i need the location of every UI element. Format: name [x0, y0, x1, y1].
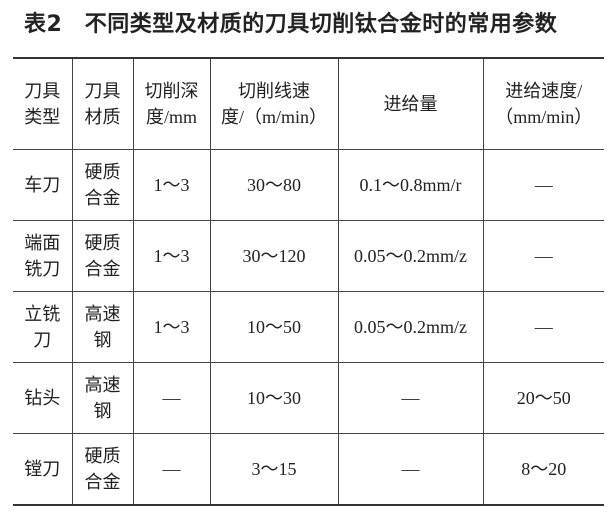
table-row: 镗刀 硬质 合金 —3～15—8～20	[13, 433, 604, 505]
column-header: 刀具 材质	[71, 58, 133, 150]
table-cell: 端面 铣刀	[13, 220, 72, 292]
table-cell: 1～3	[132, 149, 210, 221]
cell-text: 3～15	[251, 459, 297, 479]
table-cell: 10～50	[209, 291, 338, 363]
table-cell: 高速钢	[71, 362, 133, 434]
cell-text: 刀	[33, 330, 52, 350]
cell-text: —	[534, 175, 553, 195]
column-header: 切削线速度/（m/min）	[209, 58, 338, 150]
table-cell: 0.05～0.2mm/z	[337, 220, 483, 292]
cell-text: 度/mm	[145, 107, 197, 127]
table-title: 表2 不同类型及材质的刀具切削钛合金时的常用参数	[24, 12, 558, 37]
table-cell: 30～120	[209, 220, 338, 292]
cell-text: 铣刀	[24, 259, 61, 279]
table-cell: 30～80	[209, 149, 338, 221]
cell-text: —	[534, 317, 553, 337]
cell-text: 0.05～0.2mm/z	[354, 246, 467, 266]
table-cell: 钻头	[13, 362, 72, 434]
cell-text: —	[401, 459, 420, 479]
cell-text: —	[162, 459, 181, 479]
table-cell: —	[337, 433, 483, 505]
cell-text: 10～30	[247, 388, 301, 408]
cell-text: 硬质	[84, 233, 121, 253]
table-cell: —	[337, 362, 483, 434]
table-cell: —	[132, 362, 210, 434]
table-cell: 1～3	[132, 220, 210, 292]
cell-text: 切削线速	[238, 81, 310, 101]
cell-text: 8～20	[521, 459, 567, 479]
table-row: 立铣刀高速钢 1～3 10～50 0.05～0.2mm/z —	[13, 291, 604, 363]
cell-text: 20～50	[516, 388, 571, 408]
cell-text: 0.1～0.8mm/r	[359, 175, 462, 195]
table-cell: 3～15	[209, 433, 338, 505]
cell-text: —	[401, 388, 420, 408]
table-cell: —	[482, 220, 604, 292]
cell-text: 10～50	[247, 317, 301, 337]
cell-text: 进给速度/	[505, 81, 583, 101]
cell-text: 30～120	[242, 246, 306, 266]
cell-text: 材质	[84, 107, 121, 127]
cell-text: 钻头	[24, 388, 61, 408]
table-cell: 1～3	[132, 291, 210, 363]
cell-text: —	[534, 246, 553, 266]
table-cell: 10～30	[209, 362, 338, 434]
cell-text: 硬质	[84, 162, 121, 182]
cell-text: 刀具	[24, 81, 61, 101]
table-cell: 8～20	[482, 433, 604, 505]
table-cell: —	[482, 291, 604, 363]
cell-text: 1～3	[153, 246, 190, 266]
column-header: 进给量	[337, 58, 483, 150]
table-cell: 硬质 合金	[71, 220, 133, 292]
cell-text: 度/（m/min）	[220, 107, 327, 127]
cell-text: 切削深	[144, 81, 199, 101]
column-header: 进给速度/ （mm/min）	[482, 58, 604, 150]
cell-text: 钢	[93, 401, 112, 421]
cell-text: 硬质	[84, 446, 121, 466]
cell-text: 立铣	[24, 304, 61, 324]
table-cell: 20～50	[482, 362, 604, 434]
cell-text: 端面	[24, 233, 61, 253]
cell-text: 高速	[84, 375, 121, 395]
table-cell: 硬质 合金	[71, 433, 133, 505]
table-row: 车刀 硬质 合金 1～3 30～80 0.1～0.8mm/r —	[13, 149, 604, 221]
cutting-parameters-table: 刀具 类型 刀具 材质 切削深 度/mm 切削线速 度/（m/min） 进给量 进给速度/（mm/…	[13, 57, 604, 506]
table-row: 钻头 高速钢 —10～30—20～50	[13, 362, 604, 434]
cell-text: 类型	[24, 107, 61, 127]
table-cell: 0.1～0.8mm/r	[337, 149, 483, 221]
cell-text: 1～3	[153, 175, 190, 195]
table-cell: 0.05～0.2mm/z	[337, 291, 483, 363]
cell-text: 高速	[84, 304, 121, 324]
cell-text: 车刀	[24, 175, 61, 195]
cell-text: （mm/min）	[495, 107, 593, 127]
column-header: 刀具 类型	[13, 58, 72, 150]
table-cell: 硬质 合金	[71, 149, 133, 221]
column-header: 切削深度/mm	[132, 58, 210, 150]
table-cell: 立铣刀	[13, 291, 72, 363]
table-cell: —	[482, 149, 604, 221]
table-cell: —	[132, 433, 210, 505]
header-row: 刀具 类型 刀具 材质 切削深 度/mm 切削线速 度/（m/min） 进给量 进给速度/（mm/…	[13, 58, 604, 150]
cell-text: 镗刀	[24, 459, 61, 479]
cell-text: 0.05～0.2mm/z	[354, 317, 467, 337]
table-cell: 车刀	[13, 149, 72, 221]
table-row: 端面 铣刀 硬质 合金 1～3 30～120 0.05～0.2mm/z —	[13, 220, 604, 292]
cell-text: 合金	[84, 259, 121, 279]
cell-text: 1～3	[153, 317, 190, 337]
cell-text: 进给量	[383, 94, 438, 114]
cell-text: 合金	[84, 472, 121, 492]
cell-text: 钢	[93, 330, 112, 350]
cell-text: 30～80	[247, 175, 301, 195]
cell-text: —	[162, 388, 181, 408]
cell-text: 刀具	[84, 81, 121, 101]
cell-text: 合金	[84, 188, 121, 208]
table-cell: 镗刀	[13, 433, 72, 505]
table-cell: 高速钢	[71, 291, 133, 363]
